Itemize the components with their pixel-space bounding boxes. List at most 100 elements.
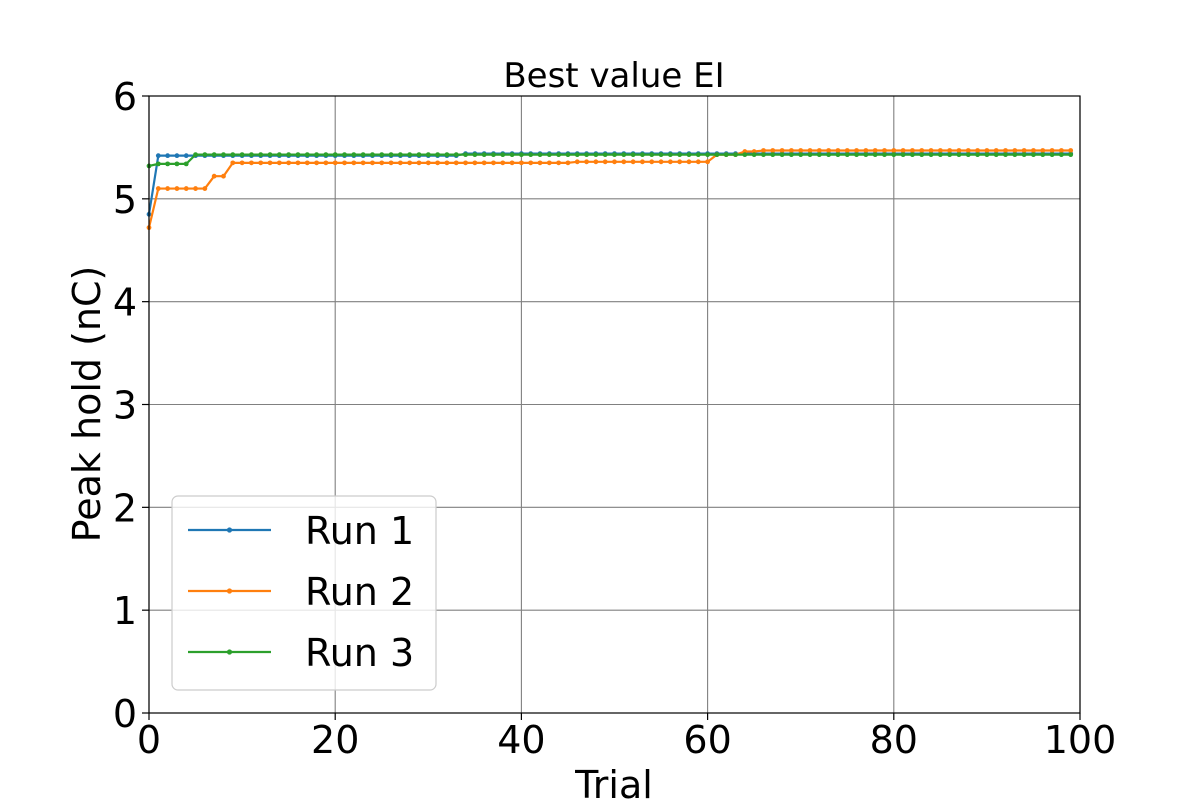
- legend-swatch-marker: [226, 649, 233, 655]
- data-point: [304, 160, 310, 166]
- data-point: [612, 152, 617, 158]
- data-point: [528, 160, 534, 166]
- data-point: [993, 148, 999, 153]
- data-point: [872, 148, 878, 153]
- data-point: [379, 160, 385, 166]
- data-point: [667, 159, 673, 165]
- data-point: [397, 152, 403, 158]
- data-point: [1003, 148, 1008, 153]
- data-point: [537, 152, 543, 158]
- data-point: [249, 152, 254, 158]
- data-point: [844, 152, 850, 158]
- data-point: [351, 160, 357, 166]
- data-point: [835, 148, 841, 153]
- data-point: [183, 161, 189, 167]
- data-point: [519, 160, 524, 166]
- data-point: [183, 186, 189, 191]
- data-point: [667, 152, 673, 158]
- y-tick-label: 0: [113, 692, 137, 736]
- data-point: [947, 148, 953, 153]
- data-point: [491, 152, 496, 158]
- y-tick-label: 4: [113, 281, 137, 325]
- data-point: [342, 160, 347, 166]
- legend-swatch-marker: [226, 527, 233, 533]
- data-point: [919, 152, 925, 158]
- data-point: [193, 186, 198, 191]
- data-point: [844, 148, 850, 153]
- data-point: [1003, 152, 1008, 158]
- data-point: [221, 152, 226, 158]
- data-point: [165, 161, 171, 167]
- data-point: [174, 161, 180, 167]
- data-point: [1031, 152, 1036, 158]
- data-point: [202, 186, 208, 191]
- data-point: [267, 152, 273, 158]
- y-axis-label: Peak hold (nC): [65, 266, 109, 543]
- data-point: [956, 148, 962, 153]
- data-point: [332, 160, 338, 166]
- data-point: [919, 148, 925, 153]
- series-layer: [146, 148, 1074, 231]
- data-point: [528, 152, 534, 158]
- data-point: [723, 152, 729, 158]
- data-point: [286, 160, 292, 166]
- data-point: [230, 160, 236, 166]
- data-point: [407, 152, 413, 158]
- data-point: [826, 152, 832, 158]
- legend-item-run-2: Run 2: [188, 570, 414, 614]
- data-point: [900, 152, 906, 158]
- data-point: [863, 152, 869, 158]
- legend-label: Run 3: [305, 631, 414, 675]
- data-point: [351, 152, 357, 158]
- x-tick-label: 100: [1044, 718, 1117, 762]
- data-point: [574, 152, 580, 158]
- data-point: [537, 160, 543, 166]
- series-line: [148, 153, 1071, 168]
- data-point: [165, 186, 171, 191]
- data-point: [1058, 148, 1064, 153]
- data-point: [416, 160, 422, 166]
- data-point: [854, 152, 859, 158]
- data-point: [770, 152, 776, 158]
- data-point: [798, 152, 804, 158]
- data-point: [491, 160, 496, 166]
- legend-item-run-1: Run 1: [188, 509, 414, 553]
- data-point: [155, 186, 161, 191]
- data-point: [733, 152, 738, 158]
- data-point: [928, 152, 934, 158]
- legend-item-run-3: Run 3: [188, 631, 414, 675]
- data-point: [435, 160, 441, 166]
- data-point: [323, 160, 329, 166]
- data-point: [360, 160, 366, 166]
- data-point: [910, 148, 915, 153]
- y-tick-label: 3: [113, 384, 137, 428]
- data-point: [621, 159, 627, 165]
- data-point: [649, 152, 655, 158]
- data-point: [342, 152, 347, 158]
- data-point: [1040, 152, 1046, 158]
- data-point: [649, 159, 655, 165]
- data-point: [165, 153, 171, 159]
- data-point: [705, 152, 710, 158]
- data-point: [314, 160, 319, 166]
- data-point: [295, 152, 301, 158]
- data-point: [239, 152, 245, 158]
- data-point: [584, 152, 589, 158]
- data-point: [807, 148, 813, 153]
- y-tick-label: 5: [113, 178, 137, 222]
- data-point: [323, 152, 329, 158]
- data-point: [788, 148, 794, 153]
- legend-box: [171, 495, 437, 691]
- data-point: [295, 160, 301, 166]
- data-point: [249, 160, 254, 166]
- legend: Run 1 Run 2 Run 3: [171, 495, 437, 691]
- data-point: [425, 160, 431, 166]
- data-point: [388, 152, 394, 158]
- data-point: [267, 160, 273, 166]
- data-point: [984, 148, 990, 153]
- legend-label: Run 1: [305, 509, 414, 553]
- data-point: [640, 159, 645, 165]
- data-point: [621, 152, 627, 158]
- data-point: [695, 152, 701, 158]
- x-axis-label: Trial: [574, 763, 653, 800]
